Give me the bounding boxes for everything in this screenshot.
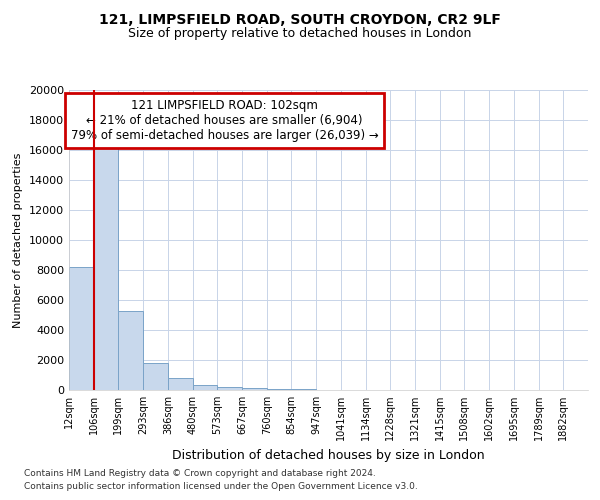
Bar	[267, 388, 292, 390]
Bar	[143, 363, 168, 390]
Text: Contains HM Land Registry data © Crown copyright and database right 2024.: Contains HM Land Registry data © Crown c…	[24, 468, 376, 477]
Bar	[193, 385, 217, 390]
Bar	[94, 141, 118, 390]
Text: Contains public sector information licensed under the Open Government Licence v3: Contains public sector information licen…	[24, 482, 418, 491]
Text: 121 LIMPSFIELD ROAD: 102sqm
← 21% of detached houses are smaller (6,904)
79% of : 121 LIMPSFIELD ROAD: 102sqm ← 21% of det…	[71, 99, 379, 142]
Bar	[168, 378, 193, 390]
Bar	[217, 387, 242, 390]
Bar	[69, 267, 94, 390]
Bar	[118, 310, 143, 390]
Bar	[292, 389, 316, 390]
X-axis label: Distribution of detached houses by size in London: Distribution of detached houses by size …	[172, 448, 485, 462]
Text: Size of property relative to detached houses in London: Size of property relative to detached ho…	[128, 28, 472, 40]
Y-axis label: Number of detached properties: Number of detached properties	[13, 152, 23, 328]
Text: 121, LIMPSFIELD ROAD, SOUTH CROYDON, CR2 9LF: 121, LIMPSFIELD ROAD, SOUTH CROYDON, CR2…	[99, 12, 501, 26]
Bar	[242, 388, 267, 390]
